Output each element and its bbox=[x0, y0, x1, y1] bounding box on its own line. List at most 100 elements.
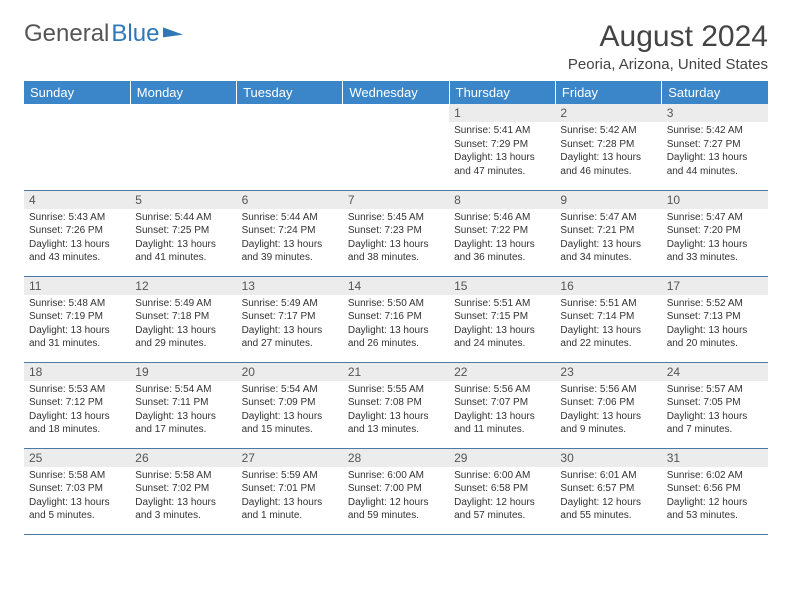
calendar-day-cell: 13Sunrise: 5:49 AMSunset: 7:17 PMDayligh… bbox=[237, 276, 343, 362]
weekday-header: Thursday bbox=[449, 81, 555, 104]
day-number: 2 bbox=[555, 104, 661, 122]
day-number: 12 bbox=[130, 277, 236, 295]
calendar-day-cell: 8Sunrise: 5:46 AMSunset: 7:22 PMDaylight… bbox=[449, 190, 555, 276]
calendar-day-cell: 6Sunrise: 5:44 AMSunset: 7:24 PMDaylight… bbox=[237, 190, 343, 276]
day-number: 10 bbox=[662, 191, 768, 209]
day-info: Sunrise: 5:53 AMSunset: 7:12 PMDaylight:… bbox=[24, 381, 130, 439]
day-info: Sunrise: 6:00 AMSunset: 7:00 PMDaylight:… bbox=[343, 467, 449, 525]
logo-text-general: General bbox=[24, 20, 109, 48]
day-info: Sunrise: 6:00 AMSunset: 6:58 PMDaylight:… bbox=[449, 467, 555, 525]
weekday-header-row: SundayMondayTuesdayWednesdayThursdayFrid… bbox=[24, 81, 768, 104]
calendar-day-cell: 17Sunrise: 5:52 AMSunset: 7:13 PMDayligh… bbox=[662, 276, 768, 362]
calendar-empty-cell bbox=[237, 104, 343, 190]
day-number: 20 bbox=[237, 363, 343, 381]
location: Peoria, Arizona, United States bbox=[568, 56, 768, 73]
day-info: Sunrise: 5:58 AMSunset: 7:02 PMDaylight:… bbox=[130, 467, 236, 525]
day-info: Sunrise: 5:49 AMSunset: 7:17 PMDaylight:… bbox=[237, 295, 343, 353]
day-info: Sunrise: 5:47 AMSunset: 7:21 PMDaylight:… bbox=[555, 209, 661, 267]
day-number: 27 bbox=[237, 449, 343, 467]
day-info: Sunrise: 5:43 AMSunset: 7:26 PMDaylight:… bbox=[24, 209, 130, 267]
day-info: Sunrise: 5:55 AMSunset: 7:08 PMDaylight:… bbox=[343, 381, 449, 439]
weekday-header: Friday bbox=[555, 81, 661, 104]
logo: GeneralBlue bbox=[24, 20, 183, 48]
calendar-week-row: 11Sunrise: 5:48 AMSunset: 7:19 PMDayligh… bbox=[24, 276, 768, 362]
calendar-empty-cell bbox=[24, 104, 130, 190]
day-number: 4 bbox=[24, 191, 130, 209]
day-number: 9 bbox=[555, 191, 661, 209]
calendar-day-cell: 3Sunrise: 5:42 AMSunset: 7:27 PMDaylight… bbox=[662, 104, 768, 190]
calendar-day-cell: 26Sunrise: 5:58 AMSunset: 7:02 PMDayligh… bbox=[130, 448, 236, 534]
calendar-day-cell: 31Sunrise: 6:02 AMSunset: 6:56 PMDayligh… bbox=[662, 448, 768, 534]
day-number: 21 bbox=[343, 363, 449, 381]
header: GeneralBlue August 2024 Peoria, Arizona,… bbox=[24, 20, 768, 73]
calendar-empty-cell bbox=[343, 104, 449, 190]
calendar-week-row: 4Sunrise: 5:43 AMSunset: 7:26 PMDaylight… bbox=[24, 190, 768, 276]
calendar-day-cell: 16Sunrise: 5:51 AMSunset: 7:14 PMDayligh… bbox=[555, 276, 661, 362]
calendar-week-row: 1Sunrise: 5:41 AMSunset: 7:29 PMDaylight… bbox=[24, 104, 768, 190]
calendar-day-cell: 24Sunrise: 5:57 AMSunset: 7:05 PMDayligh… bbox=[662, 362, 768, 448]
day-info: Sunrise: 5:56 AMSunset: 7:06 PMDaylight:… bbox=[555, 381, 661, 439]
calendar-day-cell: 18Sunrise: 5:53 AMSunset: 7:12 PMDayligh… bbox=[24, 362, 130, 448]
calendar-day-cell: 4Sunrise: 5:43 AMSunset: 7:26 PMDaylight… bbox=[24, 190, 130, 276]
day-number: 28 bbox=[343, 449, 449, 467]
title-block: August 2024 Peoria, Arizona, United Stat… bbox=[568, 20, 768, 73]
triangle-icon bbox=[163, 25, 183, 38]
day-info: Sunrise: 5:45 AMSunset: 7:23 PMDaylight:… bbox=[343, 209, 449, 267]
calendar-day-cell: 10Sunrise: 5:47 AMSunset: 7:20 PMDayligh… bbox=[662, 190, 768, 276]
calendar-empty-cell bbox=[130, 104, 236, 190]
day-info: Sunrise: 5:52 AMSunset: 7:13 PMDaylight:… bbox=[662, 295, 768, 353]
calendar-day-cell: 15Sunrise: 5:51 AMSunset: 7:15 PMDayligh… bbox=[449, 276, 555, 362]
calendar-day-cell: 5Sunrise: 5:44 AMSunset: 7:25 PMDaylight… bbox=[130, 190, 236, 276]
day-info: Sunrise: 5:59 AMSunset: 7:01 PMDaylight:… bbox=[237, 467, 343, 525]
day-number: 25 bbox=[24, 449, 130, 467]
day-info: Sunrise: 5:49 AMSunset: 7:18 PMDaylight:… bbox=[130, 295, 236, 353]
weekday-header: Saturday bbox=[662, 81, 768, 104]
day-info: Sunrise: 5:44 AMSunset: 7:25 PMDaylight:… bbox=[130, 209, 236, 267]
calendar-day-cell: 25Sunrise: 5:58 AMSunset: 7:03 PMDayligh… bbox=[24, 448, 130, 534]
calendar-day-cell: 7Sunrise: 5:45 AMSunset: 7:23 PMDaylight… bbox=[343, 190, 449, 276]
day-number: 18 bbox=[24, 363, 130, 381]
calendar-day-cell: 20Sunrise: 5:54 AMSunset: 7:09 PMDayligh… bbox=[237, 362, 343, 448]
calendar-day-cell: 1Sunrise: 5:41 AMSunset: 7:29 PMDaylight… bbox=[449, 104, 555, 190]
calendar-day-cell: 2Sunrise: 5:42 AMSunset: 7:28 PMDaylight… bbox=[555, 104, 661, 190]
day-info: Sunrise: 5:44 AMSunset: 7:24 PMDaylight:… bbox=[237, 209, 343, 267]
weekday-header: Tuesday bbox=[237, 81, 343, 104]
day-info: Sunrise: 5:54 AMSunset: 7:11 PMDaylight:… bbox=[130, 381, 236, 439]
day-info: Sunrise: 5:51 AMSunset: 7:15 PMDaylight:… bbox=[449, 295, 555, 353]
calendar-day-cell: 11Sunrise: 5:48 AMSunset: 7:19 PMDayligh… bbox=[24, 276, 130, 362]
day-number: 17 bbox=[662, 277, 768, 295]
weekday-header: Sunday bbox=[24, 81, 130, 104]
calendar-week-row: 18Sunrise: 5:53 AMSunset: 7:12 PMDayligh… bbox=[24, 362, 768, 448]
weekday-header: Monday bbox=[130, 81, 236, 104]
calendar-day-cell: 9Sunrise: 5:47 AMSunset: 7:21 PMDaylight… bbox=[555, 190, 661, 276]
day-number: 24 bbox=[662, 363, 768, 381]
calendar-day-cell: 21Sunrise: 5:55 AMSunset: 7:08 PMDayligh… bbox=[343, 362, 449, 448]
calendar-day-cell: 19Sunrise: 5:54 AMSunset: 7:11 PMDayligh… bbox=[130, 362, 236, 448]
day-number: 29 bbox=[449, 449, 555, 467]
day-number: 6 bbox=[237, 191, 343, 209]
day-info: Sunrise: 5:46 AMSunset: 7:22 PMDaylight:… bbox=[449, 209, 555, 267]
day-info: Sunrise: 5:50 AMSunset: 7:16 PMDaylight:… bbox=[343, 295, 449, 353]
calendar-day-cell: 30Sunrise: 6:01 AMSunset: 6:57 PMDayligh… bbox=[555, 448, 661, 534]
day-info: Sunrise: 5:42 AMSunset: 7:27 PMDaylight:… bbox=[662, 122, 768, 180]
day-number: 22 bbox=[449, 363, 555, 381]
day-info: Sunrise: 5:58 AMSunset: 7:03 PMDaylight:… bbox=[24, 467, 130, 525]
day-number: 14 bbox=[343, 277, 449, 295]
day-number: 5 bbox=[130, 191, 236, 209]
calendar-day-cell: 29Sunrise: 6:00 AMSunset: 6:58 PMDayligh… bbox=[449, 448, 555, 534]
day-number: 8 bbox=[449, 191, 555, 209]
day-number: 3 bbox=[662, 104, 768, 122]
calendar-day-cell: 27Sunrise: 5:59 AMSunset: 7:01 PMDayligh… bbox=[237, 448, 343, 534]
day-info: Sunrise: 6:02 AMSunset: 6:56 PMDaylight:… bbox=[662, 467, 768, 525]
day-info: Sunrise: 5:47 AMSunset: 7:20 PMDaylight:… bbox=[662, 209, 768, 267]
day-number: 30 bbox=[555, 449, 661, 467]
day-number: 11 bbox=[24, 277, 130, 295]
calendar-day-cell: 28Sunrise: 6:00 AMSunset: 7:00 PMDayligh… bbox=[343, 448, 449, 534]
day-info: Sunrise: 6:01 AMSunset: 6:57 PMDaylight:… bbox=[555, 467, 661, 525]
calendar-week-row: 25Sunrise: 5:58 AMSunset: 7:03 PMDayligh… bbox=[24, 448, 768, 534]
calendar-day-cell: 23Sunrise: 5:56 AMSunset: 7:06 PMDayligh… bbox=[555, 362, 661, 448]
day-info: Sunrise: 5:51 AMSunset: 7:14 PMDaylight:… bbox=[555, 295, 661, 353]
day-info: Sunrise: 5:57 AMSunset: 7:05 PMDaylight:… bbox=[662, 381, 768, 439]
day-number: 26 bbox=[130, 449, 236, 467]
calendar-day-cell: 12Sunrise: 5:49 AMSunset: 7:18 PMDayligh… bbox=[130, 276, 236, 362]
